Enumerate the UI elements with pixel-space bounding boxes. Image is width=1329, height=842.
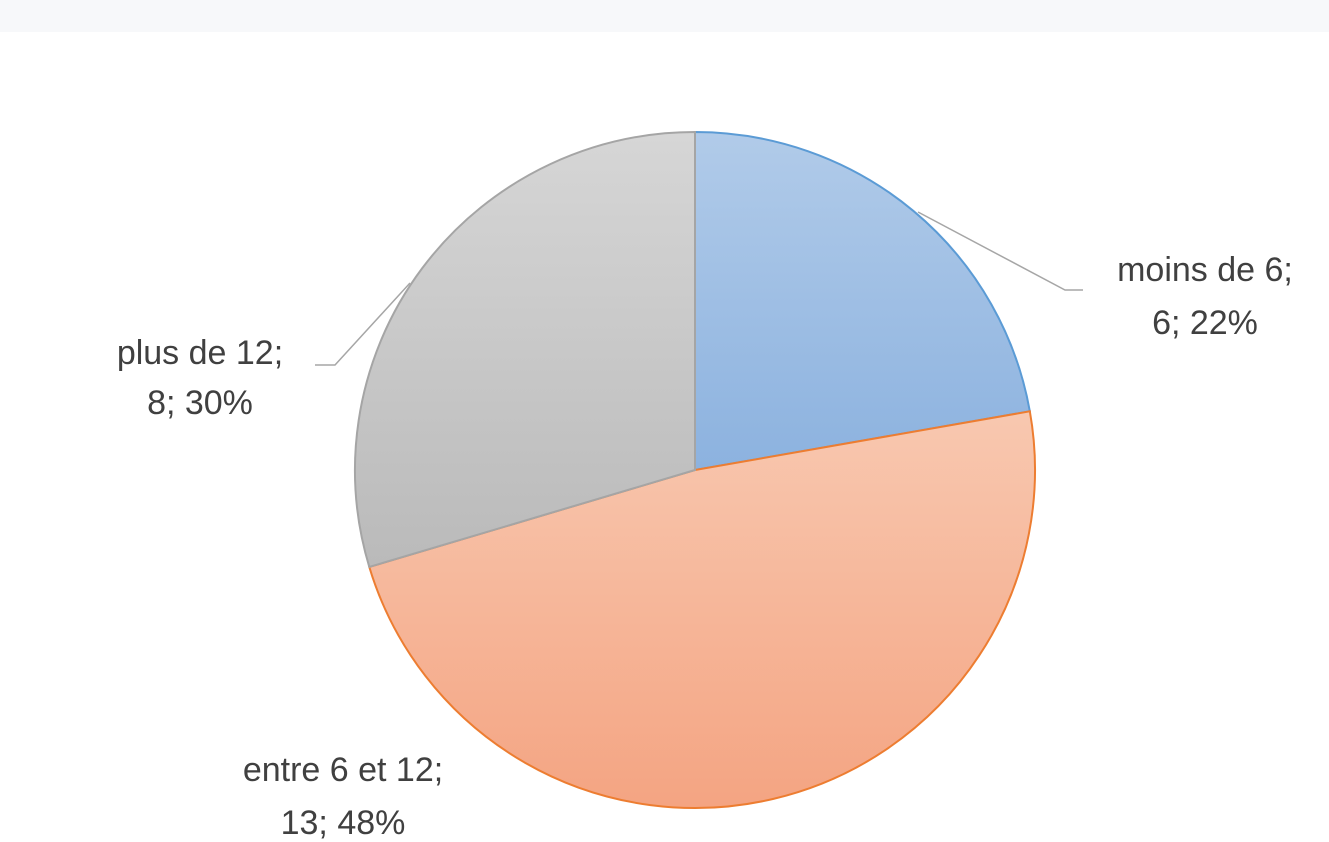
top-bar (0, 0, 1329, 32)
pie-slice (368, 410, 1036, 809)
data-label-value: 13; 48% (281, 804, 406, 842)
leader-line (917, 211, 1083, 291)
data-label-category: plus de 12; (117, 334, 283, 372)
pie-slice (694, 130, 1031, 472)
data-label-value: 8; 30% (147, 384, 253, 422)
data-label-value: 6; 22% (1152, 304, 1258, 342)
pie-slice (354, 130, 696, 569)
leader-line (315, 282, 411, 366)
data-label-category: entre 6 et 12; (243, 751, 443, 789)
data-label-category: moins de 6; (1117, 251, 1293, 289)
